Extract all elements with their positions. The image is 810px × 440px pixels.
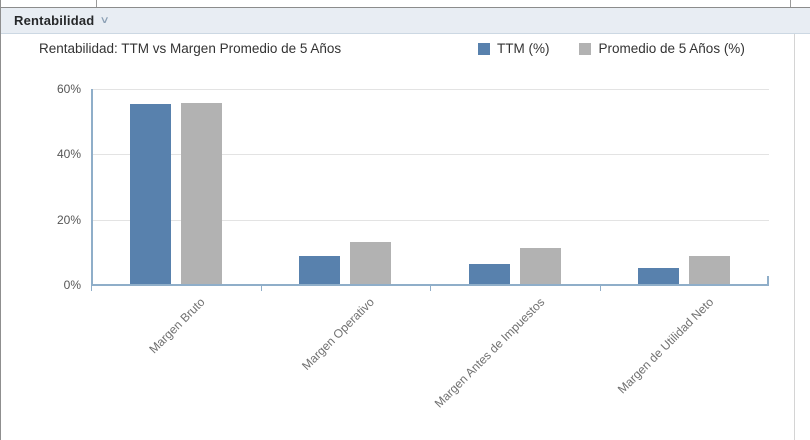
x-axis-label-margen-operativo: Margen Operativo [299, 295, 377, 373]
x-axis-tick [600, 285, 601, 291]
x-axis-tick [430, 285, 431, 291]
bar-ttm--margen-operativo[interactable] [299, 256, 340, 284]
bar-promedio-de-5-a-os--margen-operativo[interactable] [350, 242, 391, 284]
y-axis-tick-label-0: 0% [63, 278, 81, 292]
bar-ttm--margen-antes-de-impuestos[interactable] [469, 264, 510, 284]
legend-label-ttm: TTM (%) [497, 41, 550, 56]
ui-fragment-line [790, 0, 791, 7]
chart-legend: TTM (%) Promedio de 5 Años (%) [478, 41, 745, 56]
legend-item-ttm[interactable]: TTM (%) [478, 41, 549, 56]
panel-right-border [794, 34, 795, 440]
legend-swatch-ttm [478, 42, 490, 55]
x-axis-label-margen-de-utilidad-neto: Margen de Utilidad Neto [614, 295, 716, 397]
bar-ttm--margen-de-utilidad-neto[interactable] [638, 268, 679, 284]
section-title: Rentabilidad [14, 13, 95, 28]
x-axis-end-cap [767, 276, 769, 285]
chevron-down-icon: ∨ [99, 15, 111, 26]
legend-item-promedio[interactable]: Promedio de 5 Años (%) [579, 41, 745, 56]
x-axis-label-margen-bruto: Margen Bruto [146, 295, 208, 357]
x-axis-label-margen-antes-de-impuestos: Margen Antes de Impuestos [431, 295, 547, 411]
y-axis-line [91, 89, 93, 285]
y-axis-tick-label-40: 40% [56, 147, 81, 161]
ui-fragment-line [96, 0, 97, 7]
rentabilidad-section-header[interactable]: Rentabilidad ∨ [1, 7, 810, 34]
x-axis-tick [261, 285, 262, 291]
legend-label-promedio: Promedio de 5 Años (%) [598, 41, 745, 56]
gridline-60 [91, 89, 769, 90]
bar-promedio-de-5-a-os--margen-antes-de-impuestos[interactable] [520, 248, 561, 284]
plot-area: 0% 20% 40% 60% Margen Bruto Margen Operativo M… [57, 82, 769, 411]
bar-promedio-de-5-a-os--margen-bruto[interactable] [181, 103, 222, 284]
gridline-20 [91, 220, 769, 221]
y-axis-tick-label-60: 60% [56, 82, 81, 96]
x-axis-tick [91, 285, 92, 291]
chart-title: Rentabilidad: TTM vs Margen Promedio de … [39, 41, 342, 56]
bar-promedio-de-5-a-os--margen-de-utilidad-neto[interactable] [689, 256, 730, 284]
bar-ttm--margen-bruto[interactable] [130, 104, 171, 284]
gridline-40 [91, 154, 769, 155]
top-strip [1, 0, 810, 7]
y-axis-tick-label-20: 20% [56, 213, 81, 227]
legend-swatch-promedio [579, 42, 592, 55]
